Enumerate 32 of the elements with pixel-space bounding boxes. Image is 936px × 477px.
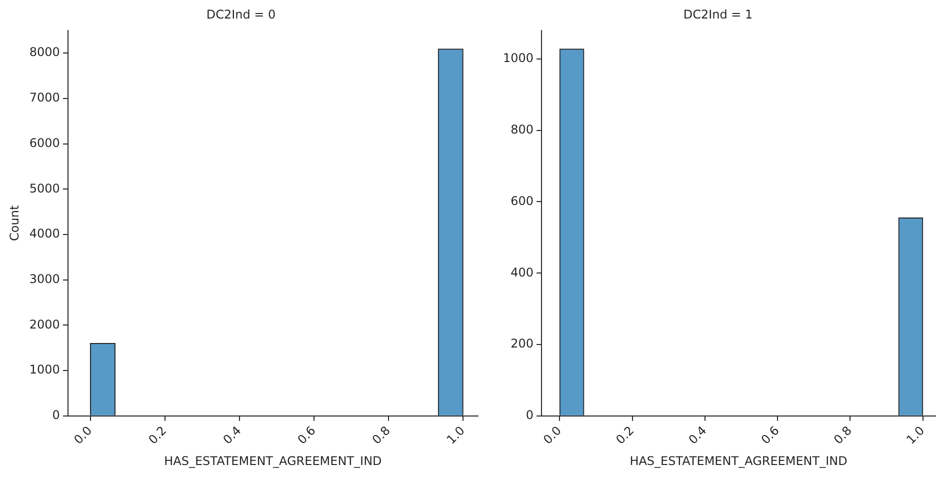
y-tick-label: 800 [510,122,534,136]
x-tick-label: 0.4 [686,423,710,447]
y-tick-label: 6000 [29,136,60,150]
y-tick-label: 1000 [502,51,534,66]
y-tick-label: 2000 [29,317,60,332]
x-tick-label: 0.8 [369,423,393,447]
y-tick-label: 1000 [29,362,60,377]
y-tick-label: 5000 [29,181,60,196]
y-tick-label: 0 [526,408,534,422]
y-tick-label: 3000 [29,272,60,286]
x-tick-label: 0.2 [613,423,637,447]
chart-title: DC2Ind = 1 [683,7,753,22]
y-tick-label: 600 [510,194,534,208]
x-tick-label: 0.0 [71,423,95,447]
x-tick-label: 1.0 [904,423,928,447]
x-tick-label: 0.2 [146,423,170,447]
y-tick-label: 400 [510,265,534,280]
x-tick-label: 0.6 [758,423,782,447]
x-tick-label: 1.0 [444,423,468,447]
x-tick-label: 0.4 [220,423,244,447]
x-axis-title: HAS_ESTATEMENT_AGREEMENT_IND [164,454,382,468]
y-tick-label: 4000 [29,226,60,241]
y-tick-label: 8000 [29,45,60,60]
chart-title: DC2Ind = 0 [206,7,276,22]
y-axis-title: Count [7,205,22,241]
y-tick-label: 0 [52,408,60,422]
y-tick-label: 7000 [29,90,60,105]
x-tick-label: 0.0 [540,423,564,447]
x-axis-title: HAS_ESTATEMENT_AGREEMENT_IND [630,454,848,468]
x-tick-label: 0.8 [831,423,855,447]
y-tick-label: 200 [510,336,534,351]
x-tick-label: 0.6 [294,423,318,447]
